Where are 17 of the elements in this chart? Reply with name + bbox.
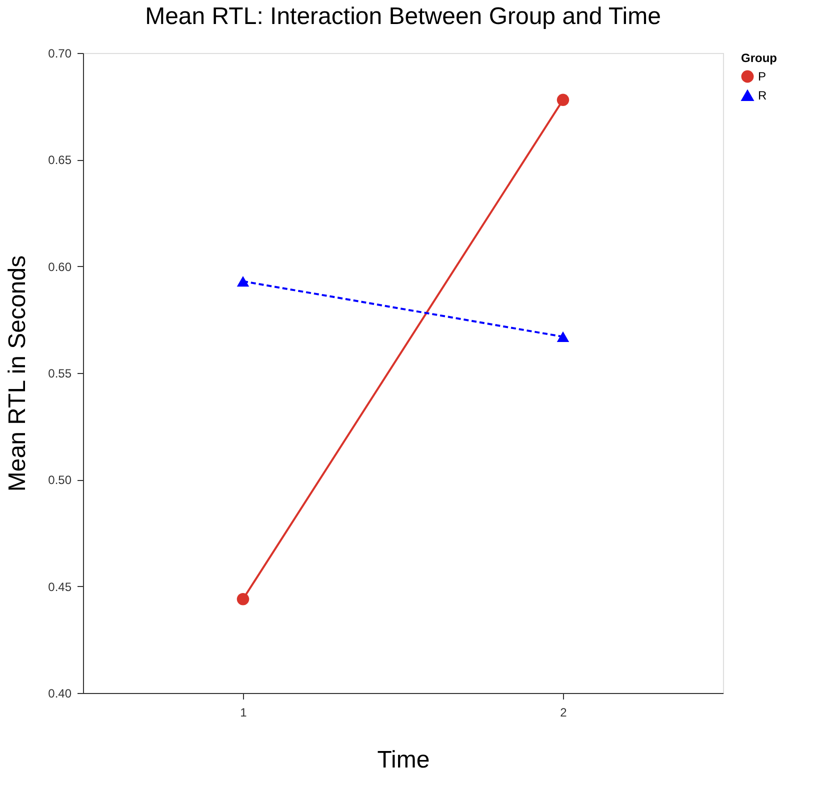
- legend-title: Group: [741, 51, 777, 65]
- y-tick-label: 0.60: [48, 260, 72, 274]
- legend-label: P: [758, 70, 766, 84]
- y-tick-label: 0.70: [48, 46, 72, 60]
- point: [556, 94, 570, 106]
- y-axis-title: Mean RTL in Seconds: [4, 255, 32, 492]
- y-tick-label: 0.65: [48, 153, 72, 168]
- x-tick-label: 1: [240, 706, 248, 720]
- x-axis-title: Time: [377, 746, 430, 774]
- x-tick-label: 2: [560, 706, 568, 720]
- legend-label: R: [758, 88, 767, 102]
- y-tick-label: 0.45: [48, 580, 72, 594]
- chart-title: Mean RTL: Interaction Between Group and Time: [145, 3, 661, 30]
- point: [236, 593, 250, 606]
- y-tick-label: 0.55: [48, 366, 72, 380]
- y-tick-label: 0.50: [48, 473, 72, 488]
- y-tick-label: 0.40: [48, 686, 72, 700]
